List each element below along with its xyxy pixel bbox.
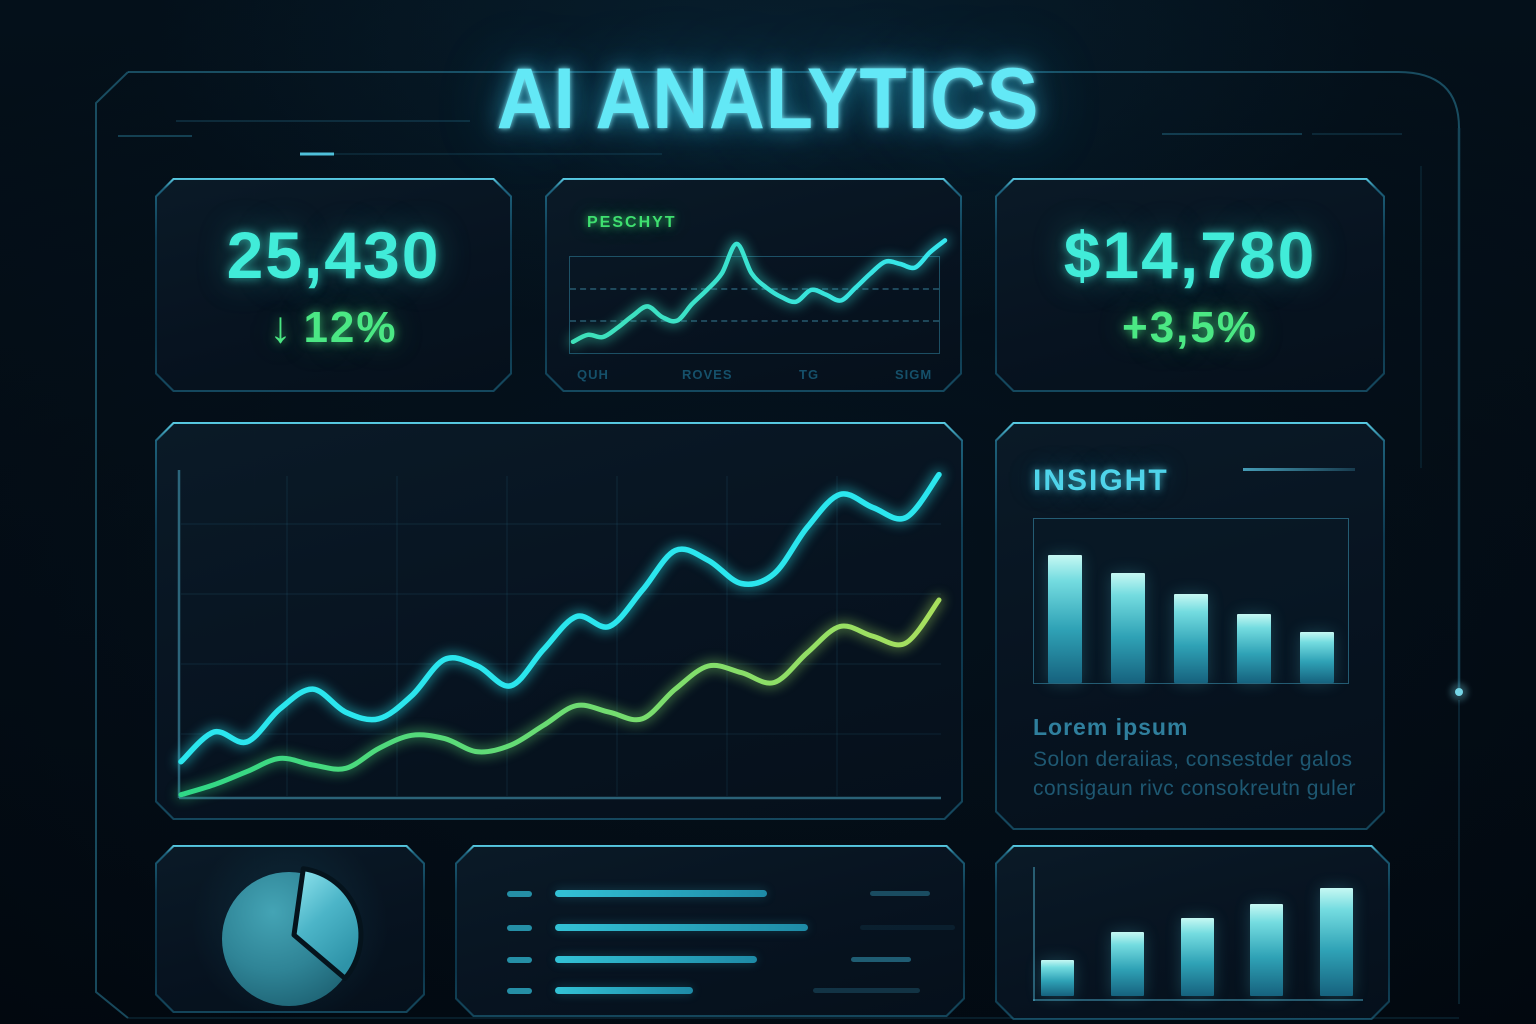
list-bullet (507, 925, 532, 931)
cyan-series-line (181, 475, 939, 762)
sparkline-line (573, 240, 945, 341)
insight-text-line: consigaun rivc consokreutn guler (1033, 776, 1357, 800)
bar (1048, 555, 1082, 683)
main-trend-chart (157, 424, 965, 822)
list-text-placeholder (555, 987, 693, 994)
bar (1237, 614, 1271, 683)
list-text-placeholder (555, 956, 757, 963)
list-value-placeholder (870, 891, 930, 896)
insight-text-line: Lorem ipsum (1033, 714, 1189, 740)
list-bullet (507, 891, 532, 897)
bar-chart-card[interactable] (995, 845, 1390, 1020)
bar (1111, 573, 1145, 683)
x-axis (1033, 999, 1363, 1001)
x-tick-label: SIGM (895, 367, 933, 382)
pie-slice-highlight (294, 869, 361, 979)
bar-chart-card-body (997, 847, 1388, 1018)
bar (1320, 888, 1353, 996)
kpi-card-visitors-body: 25,430 ↓ 12% (157, 180, 510, 390)
list-value-placeholder (813, 988, 920, 993)
bar (1181, 918, 1214, 996)
sparkline-chart (547, 180, 964, 394)
pie-chart-card-body (157, 847, 423, 1011)
arrow-down-icon: ↓ (269, 303, 294, 352)
insight-bar-chart (1033, 518, 1349, 684)
insight-text-block: Lorem ipsum Solon deraiias, consestder g… (1033, 712, 1356, 804)
bar (1041, 960, 1074, 996)
insight-text-line: Solon deraiias, consestder galos (1033, 747, 1353, 771)
bar (1250, 904, 1283, 996)
list-value-placeholder (860, 925, 955, 930)
main-trend-chart-card[interactable] (155, 422, 963, 820)
list-value-placeholder (851, 957, 911, 962)
x-tick-label: QUH (577, 367, 609, 382)
list-item[interactable] (457, 956, 963, 964)
page-title: AI ANALYTICS (496, 51, 1040, 147)
y-axis (1033, 867, 1035, 1001)
kpi-value: 25,430 (226, 218, 441, 292)
kpi-delta-negative: ↓ 12% (269, 303, 397, 353)
bar (1300, 632, 1334, 683)
dashed-gridline (570, 288, 939, 290)
list-item[interactable] (457, 890, 963, 898)
sparkline-card[interactable]: PESCHYT QUH ROVES TG SIGM (545, 178, 962, 392)
pie-chart-card[interactable] (155, 845, 425, 1013)
bar (1174, 594, 1208, 683)
list-text-placeholder (555, 890, 767, 897)
x-tick-label: ROVES (682, 367, 733, 382)
list-item[interactable] (457, 987, 963, 995)
main-trend-chart-body (157, 424, 961, 818)
insight-panel-body: INSIGHT Lorem ipsum Solon deraiias, cons… (997, 424, 1383, 828)
pie-chart (157, 847, 427, 1015)
sparkline-card-body: PESCHYT QUH ROVES TG SIGM (547, 180, 960, 390)
green-series-line (181, 600, 939, 795)
kpi-value: $14,780 (1063, 218, 1317, 292)
kpi-card-visitors[interactable]: 25,430 ↓ 12% (155, 178, 512, 392)
dashed-gridline (570, 320, 939, 322)
list-bullet (507, 957, 532, 963)
kpi-card-revenue[interactable]: $14,780 +3,5% (995, 178, 1385, 392)
list-item[interactable] (457, 924, 963, 932)
decorative-rule (1243, 468, 1355, 471)
kpi-card-revenue-body: $14,780 +3,5% (997, 180, 1383, 390)
x-tick-label: TG (799, 367, 820, 382)
sparkline-glow (573, 240, 945, 341)
kpi-delta-text: 12% (303, 303, 398, 352)
list-bullet (507, 988, 532, 994)
axes (179, 470, 941, 798)
bar (1111, 932, 1144, 996)
sparkline-label: PESCHYT (587, 214, 677, 231)
bottom-bar-chart (1041, 866, 1353, 996)
list-panel[interactable] (455, 845, 965, 1017)
insight-panel[interactable]: INSIGHT Lorem ipsum Solon deraiias, cons… (995, 422, 1385, 830)
sparkline-plot-frame (569, 256, 940, 354)
list-text-placeholder (555, 924, 808, 931)
insight-title: INSIGHT (1033, 464, 1169, 497)
kpi-delta-positive: +3,5% (1122, 303, 1258, 352)
list-panel-body (457, 847, 963, 1015)
